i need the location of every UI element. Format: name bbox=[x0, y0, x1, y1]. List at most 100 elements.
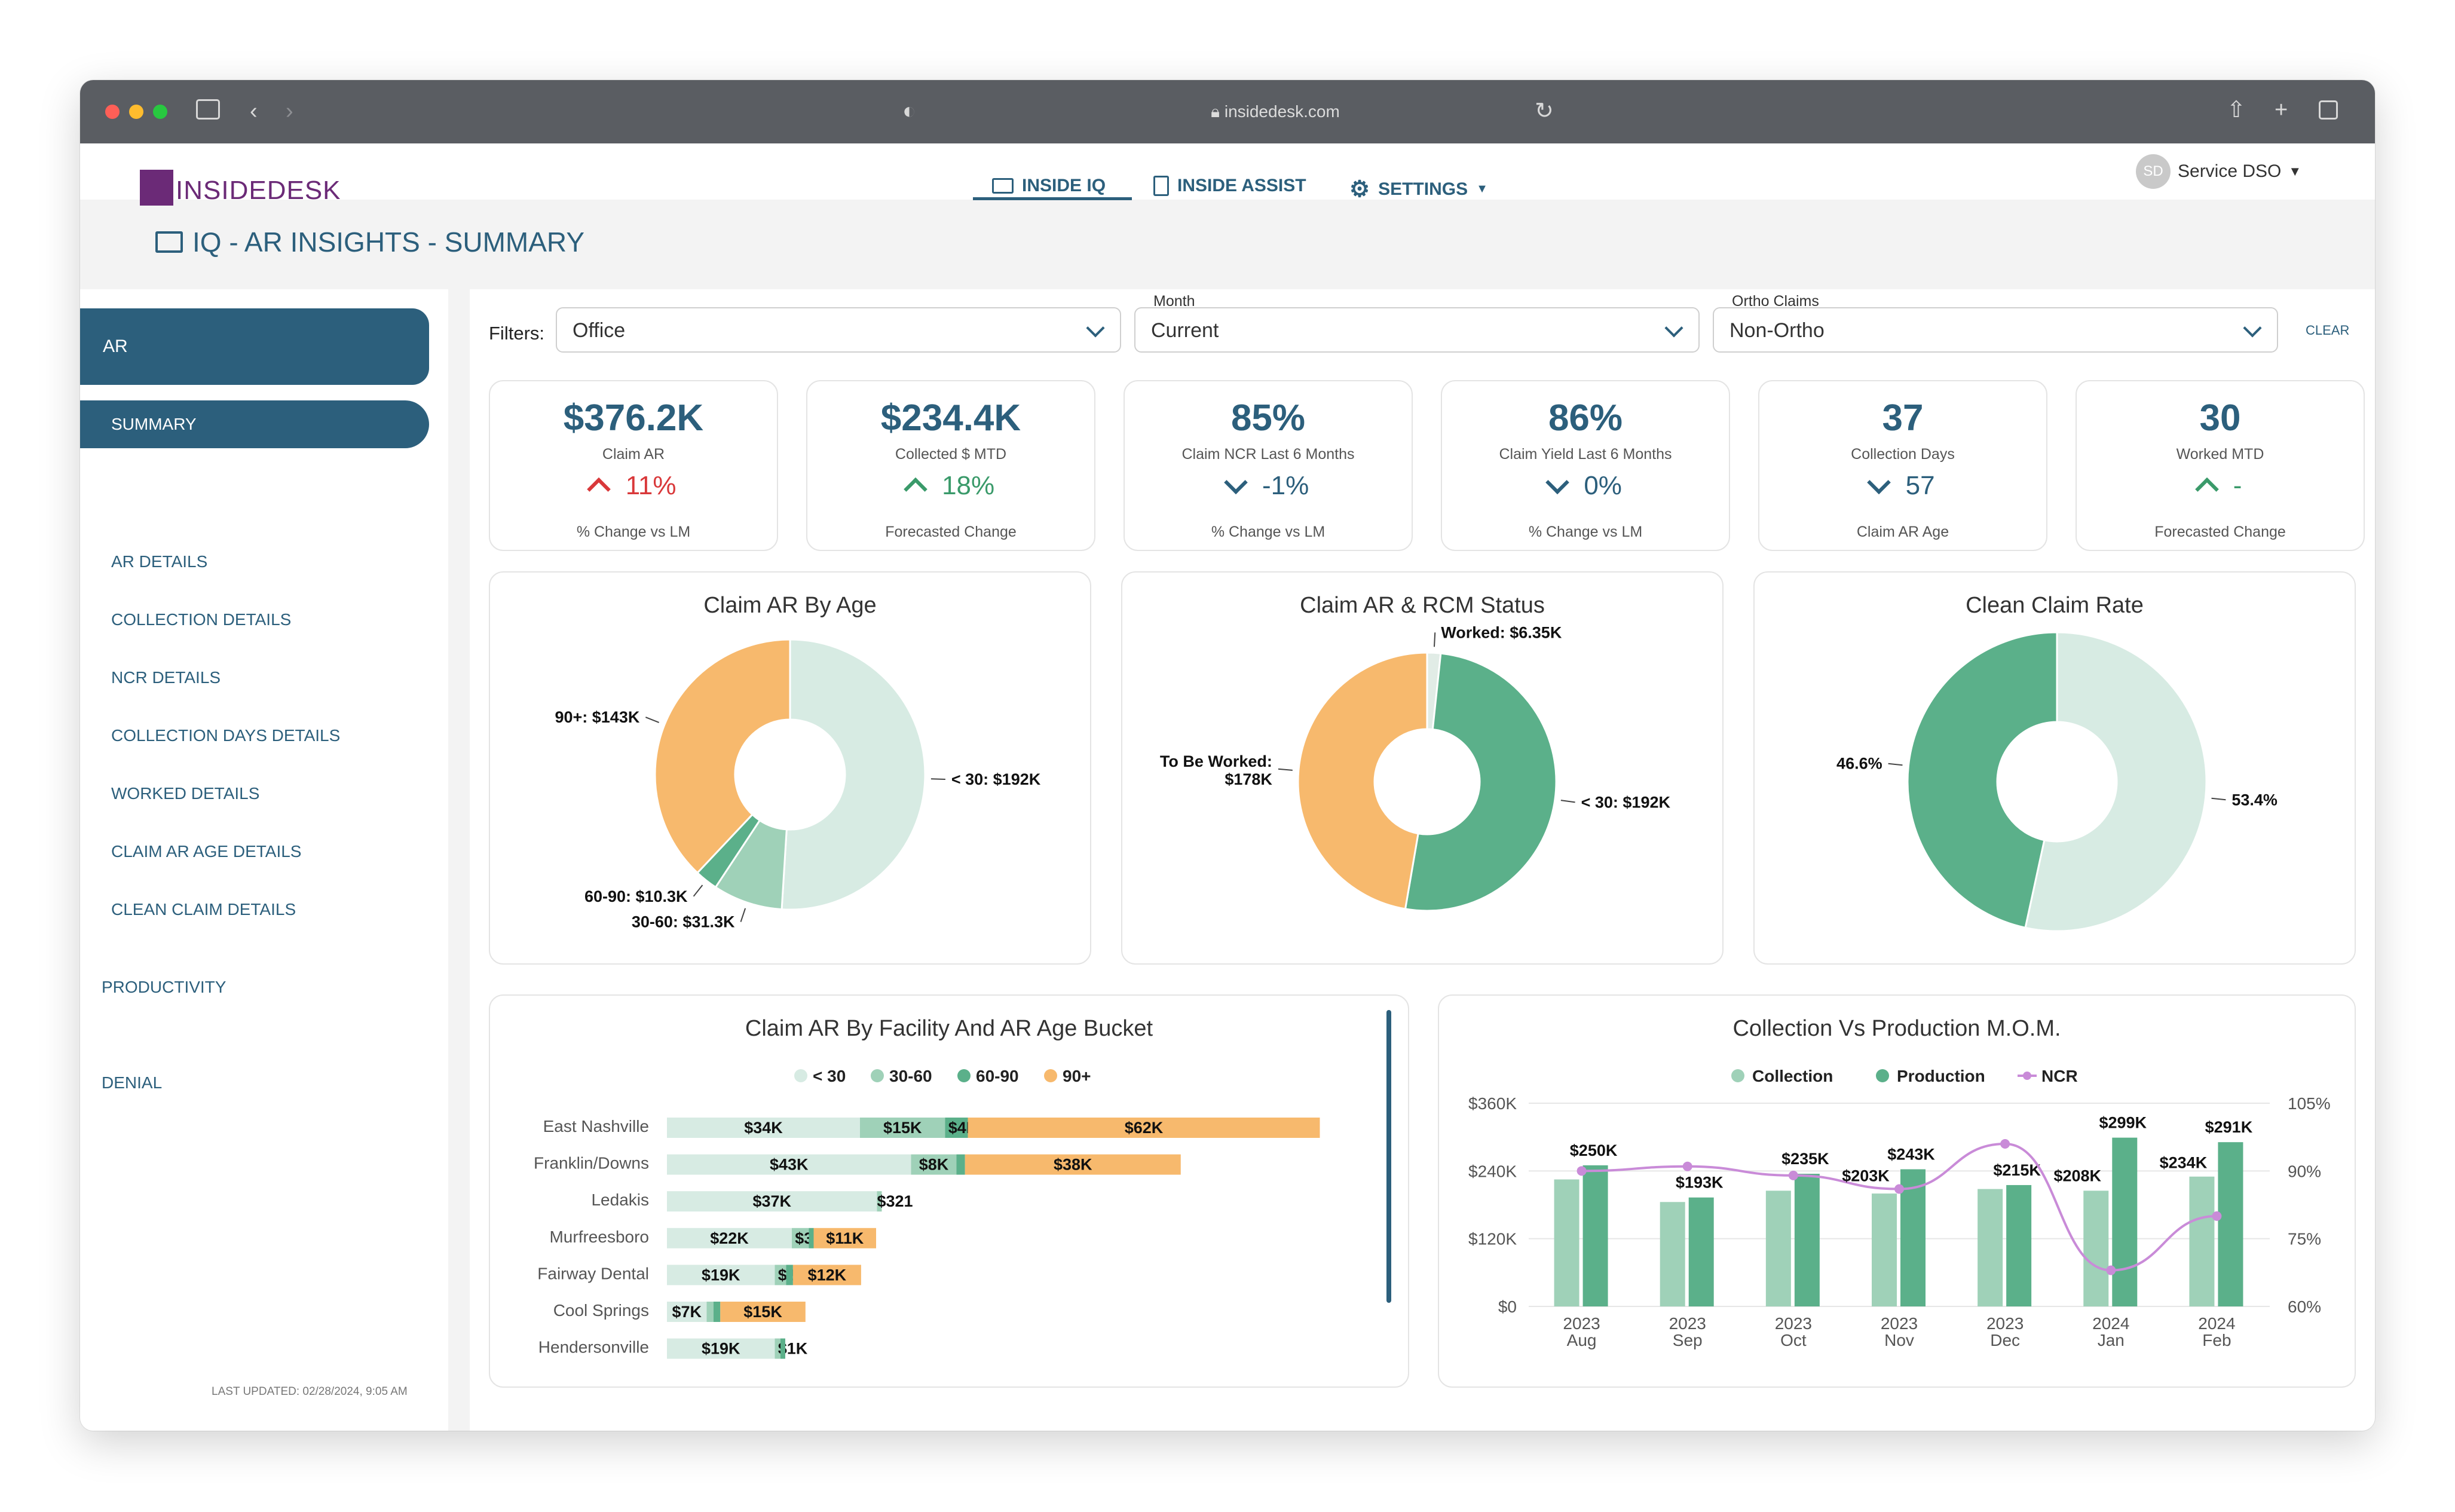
bar-segment bbox=[775, 1265, 786, 1285]
kpi-sublabel: % Change vs LM bbox=[576, 524, 691, 540]
kpi-label: Collection Days bbox=[1851, 446, 1955, 463]
address-bar[interactable]: 🔒︎ insidedesk.com bbox=[1156, 98, 1395, 126]
claim-ar-rcm-status-chart: Worked: $6.35K < 30: $192K To Be Worked:$1… bbox=[1160, 623, 1670, 912]
bar-value-label: $34K bbox=[744, 1119, 783, 1137]
kpi-change-value: 18% bbox=[942, 471, 995, 500]
ncr-point bbox=[2212, 1211, 2222, 1221]
y2-tick-label: 90% bbox=[2288, 1162, 2321, 1180]
collection-bar bbox=[2083, 1190, 2109, 1306]
ncr-point bbox=[1894, 1184, 1904, 1194]
bar-segment bbox=[792, 1265, 861, 1285]
clean-claim-rate-card: Clean Claim Rate 53.4% 46.6% bbox=[1753, 571, 2356, 965]
y2-tick-label: 60% bbox=[2288, 1297, 2321, 1316]
sidebar-section-ar[interactable]: AR bbox=[80, 308, 429, 385]
sidebar-item-collection-days-details[interactable]: COLLECTION DAYS DETAILS bbox=[111, 726, 341, 745]
legend-marker bbox=[1731, 1069, 1744, 1082]
minimize-window-button[interactable] bbox=[129, 105, 143, 119]
user-menu[interactable]: SD Service DSO ▼ bbox=[2136, 154, 2301, 189]
facility-label: Hendersonville bbox=[538, 1338, 649, 1357]
bar-value-label: $62K bbox=[1125, 1119, 1164, 1137]
zoom-window-button[interactable] bbox=[153, 105, 167, 119]
production-bar bbox=[1900, 1169, 1926, 1306]
clear-filters-button[interactable]: CLEAR bbox=[2306, 323, 2350, 338]
sidebar-item-collection-details[interactable]: COLLECTION DETAILS bbox=[111, 610, 292, 629]
sidebar-item-worked-details[interactable]: WORKED DETAILS bbox=[111, 784, 260, 803]
reload-icon[interactable]: ↻ bbox=[1535, 99, 1554, 124]
collection-value-label: $234K bbox=[2160, 1154, 2208, 1172]
nav-settings-label: SETTINGS bbox=[1378, 179, 1468, 199]
pie-slice bbox=[1297, 651, 1428, 910]
back-icon[interactable]: ‹ bbox=[250, 99, 258, 124]
pie-slice bbox=[780, 638, 926, 911]
forward-icon[interactable]: › bbox=[286, 99, 293, 124]
sidebar-item-summary[interactable]: SUMMARY bbox=[80, 400, 429, 448]
browser-window: ‹ › ◐ 🔒︎ insidedesk.com ↻ ⇧ + INSIDEDESK… bbox=[80, 80, 2375, 1431]
sidebar-item-claim-ar-age-details[interactable]: CLAIM AR AGE DETAILS bbox=[111, 842, 302, 861]
share-icon[interactable]: ⇧ bbox=[2227, 97, 2246, 123]
sidebar-group-productivity[interactable]: PRODUCTIVITY bbox=[102, 978, 226, 996]
leader-line bbox=[693, 884, 703, 897]
caret-down-icon: ▼ bbox=[2288, 164, 2302, 179]
kpi-change: 0% bbox=[1442, 470, 1729, 501]
nav-inside-assist[interactable]: INSIDE ASSIST bbox=[1153, 176, 1306, 196]
new-tab-icon[interactable]: + bbox=[2275, 97, 2288, 123]
nav-inside-iq[interactable]: INSIDE IQ bbox=[992, 176, 1106, 196]
page-title: IQ - AR INSIGHTS - SUMMARY bbox=[155, 226, 584, 258]
sidebar-item-ar-details[interactable]: AR DETAILS bbox=[111, 552, 208, 571]
kpi-value: 37 bbox=[1882, 397, 1924, 439]
legend-marker bbox=[871, 1069, 884, 1082]
office-filter[interactable]: Office bbox=[556, 307, 1121, 353]
kpi-card-worked-mtd[interactable]: 30 Worked MTD - Forecasted Change bbox=[2076, 380, 2365, 551]
kpi-card-collection-days[interactable]: 37 Collection Days 57 Claim AR Age bbox=[1758, 380, 2047, 551]
app-header bbox=[80, 143, 2375, 200]
arrow-down-icon bbox=[1545, 470, 1569, 495]
tabs-overview-icon[interactable] bbox=[2319, 100, 2338, 120]
claim-ar-by-facility-chart: < 30 30-60 60-90 90+ East Nashville $34K $15K $… bbox=[534, 1067, 1320, 1359]
bar-value-label: $37K bbox=[752, 1192, 791, 1210]
legend-marker bbox=[794, 1069, 807, 1082]
month-filter-label: Month bbox=[1153, 293, 1195, 310]
ncr-point bbox=[1682, 1161, 1692, 1171]
production-bar bbox=[2112, 1137, 2138, 1306]
kpi-change-value: 0% bbox=[1584, 471, 1622, 500]
kpi-card-collected[interactable]: $234.4K Collected $ MTD 18% Forecasted C… bbox=[806, 380, 1095, 551]
production-bar bbox=[2218, 1142, 2243, 1306]
sidebar-toggle-icon[interactable] bbox=[196, 99, 220, 120]
x-tick-label: Feb bbox=[2202, 1331, 2231, 1349]
x-tick-label: Jan bbox=[2098, 1331, 2125, 1349]
ortho-claims-filter[interactable]: Ortho Claims Non-Ortho bbox=[1713, 293, 2278, 353]
slice-label: Worked: $6.35K bbox=[1441, 623, 1562, 641]
y-tick-label: $360K bbox=[1468, 1094, 1517, 1113]
kpi-value: 86% bbox=[1548, 397, 1623, 439]
sidebar-item-ncr-details[interactable]: NCR DETAILS bbox=[111, 668, 221, 687]
close-window-button[interactable] bbox=[105, 105, 120, 119]
collection-bar bbox=[1660, 1202, 1685, 1306]
leader-line bbox=[1560, 800, 1575, 803]
bar-segment bbox=[667, 1338, 775, 1359]
bar-segment bbox=[667, 1118, 860, 1138]
x-tick-label: Nov bbox=[1884, 1331, 1914, 1349]
sidebar-group-denial[interactable]: DENIAL bbox=[102, 1073, 163, 1092]
nav-settings[interactable]: ⚙ SETTINGS ▼ bbox=[1349, 176, 1488, 203]
kpi-card-claim-yield[interactable]: 86% Claim Yield Last 6 Months 0% % Chang… bbox=[1441, 380, 1730, 551]
chart-title: Claim AR By Facility And AR Age Bucket bbox=[745, 1016, 1153, 1041]
chevron-down-icon bbox=[1664, 319, 1683, 338]
slice-label: < 30: $192K bbox=[951, 770, 1041, 788]
x-tick-label: 2023 bbox=[1986, 1314, 2024, 1333]
bar-segment bbox=[792, 1228, 809, 1248]
kpi-card-claim-ar[interactable]: $376.2K Claim AR 11% % Change vs LM bbox=[489, 380, 778, 551]
production-value-label: $215K bbox=[1993, 1161, 2041, 1179]
bar-segment bbox=[813, 1228, 876, 1248]
shield-icon[interactable]: ◐ bbox=[902, 99, 916, 124]
arrow-up-icon bbox=[904, 477, 927, 501]
month-filter[interactable]: Month Current bbox=[1134, 293, 1700, 353]
ncr-point bbox=[2106, 1265, 2116, 1275]
sidebar-item-clean-claim-details[interactable]: CLEAN CLAIM DETAILS bbox=[111, 900, 296, 919]
scrollbar[interactable] bbox=[1386, 1010, 1391, 1303]
kpi-card-claim-ncr[interactable]: 85% Claim NCR Last 6 Months -1% % Change… bbox=[1124, 380, 1413, 551]
ncr-point bbox=[1577, 1166, 1587, 1176]
bar-value-label: $15K bbox=[743, 1303, 782, 1321]
legend-label: 60-90 bbox=[976, 1067, 1019, 1085]
filters-label: Filters: bbox=[489, 323, 544, 344]
app-logo[interactable]: INSIDEDESK bbox=[176, 176, 341, 205]
